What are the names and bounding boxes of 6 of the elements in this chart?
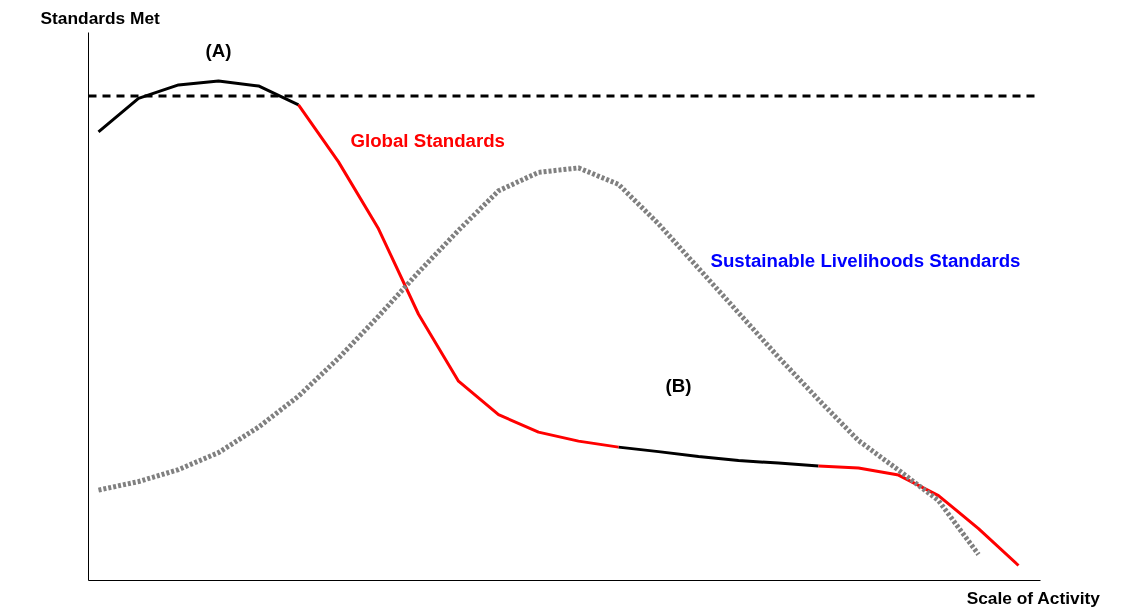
y-axis-title: Standards Met (40, 7, 161, 28)
x-axis-title: Scale of Activity (966, 587, 1101, 608)
series-label: Sustainable Livelihoods Standards (710, 249, 1021, 271)
annotation: (B) (665, 374, 692, 396)
series-label: Global Standards (350, 129, 505, 151)
text: (A) (205, 39, 232, 61)
